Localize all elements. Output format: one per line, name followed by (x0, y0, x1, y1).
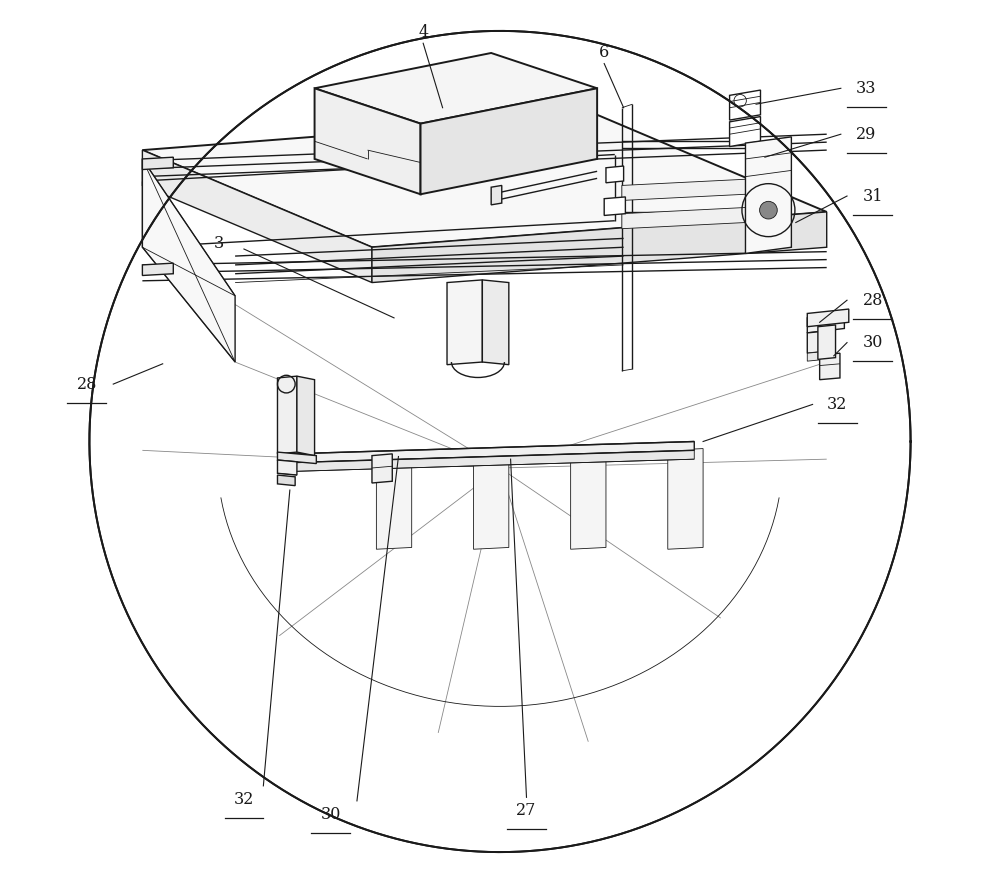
Polygon shape (622, 179, 745, 200)
Polygon shape (447, 280, 482, 365)
Polygon shape (315, 88, 421, 194)
Text: 30: 30 (862, 334, 883, 351)
Polygon shape (277, 475, 295, 486)
Polygon shape (421, 88, 597, 194)
Polygon shape (315, 53, 597, 124)
Polygon shape (372, 212, 827, 283)
Polygon shape (571, 450, 606, 549)
Text: 31: 31 (862, 187, 883, 205)
Polygon shape (622, 208, 745, 229)
Polygon shape (482, 280, 509, 365)
Text: 29: 29 (856, 125, 877, 143)
Polygon shape (818, 325, 836, 359)
Polygon shape (491, 185, 502, 205)
Polygon shape (142, 157, 173, 170)
Polygon shape (730, 117, 760, 147)
Polygon shape (376, 457, 412, 549)
Text: 27: 27 (516, 802, 537, 819)
Text: 33: 33 (856, 79, 877, 97)
Polygon shape (142, 150, 372, 283)
Text: 3: 3 (214, 235, 224, 253)
Polygon shape (807, 309, 849, 327)
Polygon shape (807, 313, 844, 333)
Text: 30: 30 (320, 805, 341, 823)
Circle shape (760, 201, 777, 219)
Text: 6: 6 (599, 44, 609, 62)
Polygon shape (807, 351, 834, 361)
Polygon shape (820, 353, 840, 380)
Polygon shape (606, 166, 624, 183)
Polygon shape (142, 263, 173, 275)
Text: 28: 28 (77, 375, 97, 393)
Text: 32: 32 (234, 790, 254, 808)
Polygon shape (89, 31, 911, 852)
Polygon shape (730, 90, 760, 120)
Polygon shape (142, 159, 235, 362)
Polygon shape (290, 442, 694, 463)
Polygon shape (807, 331, 825, 353)
Polygon shape (277, 452, 316, 464)
Polygon shape (142, 115, 827, 247)
Polygon shape (604, 197, 625, 215)
Polygon shape (290, 450, 694, 472)
Polygon shape (474, 454, 509, 549)
Polygon shape (745, 137, 791, 253)
Text: 4: 4 (418, 24, 428, 42)
Polygon shape (372, 454, 392, 483)
Polygon shape (668, 449, 703, 549)
Text: 32: 32 (827, 396, 847, 413)
Polygon shape (277, 460, 297, 475)
Text: 28: 28 (862, 291, 883, 309)
Polygon shape (277, 376, 297, 454)
Polygon shape (297, 376, 315, 456)
